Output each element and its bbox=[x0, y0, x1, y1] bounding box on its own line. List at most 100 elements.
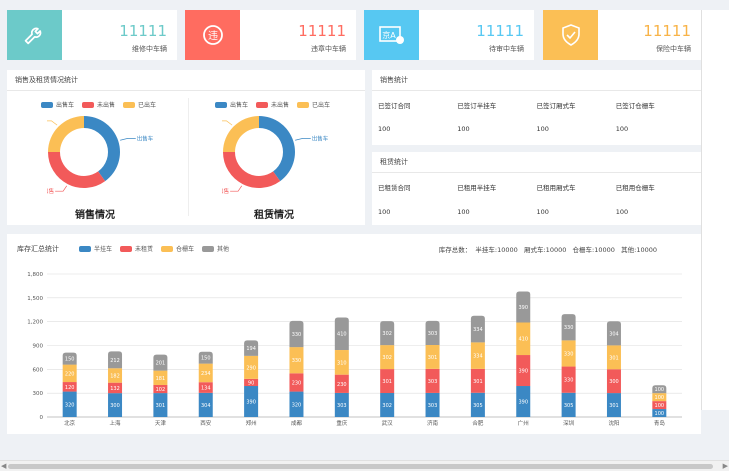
legend-item[interactable]: 出售车 bbox=[215, 100, 248, 109]
donut-slice[interactable] bbox=[223, 152, 281, 188]
bar-segment[interactable] bbox=[425, 368, 440, 393]
wrench-icon bbox=[24, 27, 41, 45]
inventory-panel: 库存汇总统计 半挂车 未租赁 仓栅车 其他 库存总数： 半挂车:10000 厢式… bbox=[7, 234, 701, 434]
legend-item[interactable]: 未出售 bbox=[256, 100, 289, 109]
stat-label: 待审中车辆 bbox=[489, 45, 524, 53]
bar-segment[interactable] bbox=[606, 345, 621, 370]
bar-segment[interactable] bbox=[380, 345, 395, 370]
donut-slice[interactable] bbox=[259, 116, 295, 182]
scroll-thumb[interactable] bbox=[8, 464, 713, 469]
bar-value-label: 320 bbox=[65, 402, 75, 408]
legend-item[interactable]: 半挂车 bbox=[79, 244, 112, 253]
bar-segment[interactable] bbox=[153, 354, 168, 371]
bar-segment[interactable] bbox=[244, 355, 259, 379]
divider bbox=[372, 90, 701, 91]
bar-segment[interactable] bbox=[470, 342, 485, 369]
bar-segment[interactable] bbox=[108, 368, 123, 383]
bar-segment[interactable] bbox=[380, 321, 395, 346]
legend-item[interactable]: 仓栅车 bbox=[161, 244, 194, 253]
bar-segment[interactable] bbox=[334, 374, 349, 393]
bar-segment[interactable] bbox=[652, 385, 667, 394]
bar-segment[interactable] bbox=[470, 368, 485, 393]
stat-card-maintenance[interactable]: 11111 维修中车辆 bbox=[7, 10, 177, 60]
legend-item[interactable]: 出售车 bbox=[41, 100, 74, 109]
bar-segment[interactable] bbox=[652, 409, 667, 417]
bar-segment[interactable] bbox=[425, 320, 440, 345]
svg-text:违: 违 bbox=[208, 30, 218, 42]
bar-segment[interactable] bbox=[198, 382, 213, 393]
side-panel-edge bbox=[701, 10, 729, 410]
stat-card-audit[interactable]: 京A 11111 待审中车辆 bbox=[364, 10, 534, 60]
bar-segment[interactable] bbox=[606, 369, 621, 394]
bar-segment[interactable] bbox=[652, 393, 667, 402]
bar-segment[interactable] bbox=[334, 350, 349, 375]
bar-segment[interactable] bbox=[289, 373, 304, 392]
bar-segment[interactable] bbox=[244, 378, 259, 387]
donut-slice[interactable] bbox=[223, 116, 259, 152]
donut-slice-label: 未出售 bbox=[222, 187, 229, 195]
sales-caption: 销售情况 bbox=[75, 210, 115, 221]
bar-segment[interactable] bbox=[108, 393, 123, 417]
bar-segment[interactable] bbox=[153, 384, 168, 394]
bar-segment[interactable] bbox=[561, 366, 576, 393]
bar-segment[interactable] bbox=[62, 391, 77, 417]
bar-segment[interactable] bbox=[62, 364, 77, 383]
bar-segment[interactable] bbox=[652, 401, 667, 410]
bar-segment[interactable] bbox=[334, 317, 349, 351]
donut-label-line bbox=[295, 138, 311, 141]
stat-card-violation[interactable]: 违 11111 违章中车辆 bbox=[185, 10, 356, 60]
donut-slice[interactable] bbox=[48, 152, 106, 188]
table-row: 100 100 100 100 bbox=[378, 208, 629, 216]
scroll-right-icon[interactable]: ▶ bbox=[722, 462, 728, 470]
bar-value-label: 150 bbox=[65, 357, 75, 363]
bar-value-label: 310 bbox=[337, 360, 347, 366]
bar-segment[interactable] bbox=[561, 392, 576, 417]
bar-segment[interactable] bbox=[153, 393, 168, 417]
bar-segment[interactable] bbox=[198, 351, 213, 364]
bar-segment[interactable] bbox=[380, 393, 395, 417]
bar-segment[interactable] bbox=[516, 355, 531, 387]
bar-segment[interactable] bbox=[334, 392, 349, 417]
bar-segment[interactable] bbox=[516, 322, 531, 356]
bar-segment[interactable] bbox=[380, 369, 395, 394]
bar-segment[interactable] bbox=[62, 382, 77, 392]
bar-segment[interactable] bbox=[606, 321, 621, 346]
bar-segment[interactable] bbox=[470, 315, 485, 343]
bar-segment[interactable] bbox=[561, 314, 576, 341]
bar-segment[interactable] bbox=[425, 344, 440, 369]
bar-segment[interactable] bbox=[62, 352, 77, 365]
bar-segment[interactable] bbox=[198, 392, 213, 417]
stat-card-insurance[interactable]: 11111 保险中车辆 bbox=[543, 10, 701, 60]
scroll-left-icon[interactable]: ◀ bbox=[1, 462, 7, 470]
bar-value-label: 301 bbox=[382, 379, 392, 385]
bar-segment[interactable] bbox=[289, 320, 304, 348]
bar-segment[interactable] bbox=[289, 391, 304, 417]
legend-item[interactable]: 未出售 bbox=[82, 100, 115, 109]
bar-value-label: 330 bbox=[564, 325, 574, 331]
bar-segment[interactable] bbox=[606, 393, 621, 417]
horizontal-scrollbar[interactable]: ◀ ▶ bbox=[0, 460, 729, 471]
bar-segment[interactable] bbox=[244, 340, 259, 356]
donut-slice[interactable] bbox=[48, 116, 84, 152]
bar-segment[interactable] bbox=[516, 291, 531, 323]
legend-item[interactable]: 未租赁 bbox=[120, 244, 153, 253]
bar-segment[interactable] bbox=[289, 347, 304, 374]
bar-segment[interactable] bbox=[470, 392, 485, 417]
bar-value-label: 302 bbox=[382, 403, 392, 409]
x-tick-label: 西安 bbox=[200, 419, 212, 427]
bar-segment[interactable] bbox=[108, 351, 123, 369]
bar-segment[interactable] bbox=[516, 386, 531, 417]
legend-item[interactable]: 其他 bbox=[202, 244, 229, 253]
legend-item[interactable]: 已出车 bbox=[123, 100, 156, 109]
legend-item[interactable]: 已出车 bbox=[297, 100, 330, 109]
bar-segment[interactable] bbox=[561, 340, 576, 367]
bar-segment[interactable] bbox=[425, 392, 440, 417]
bar-value-label: 301 bbox=[609, 355, 619, 361]
bar-value-label: 304 bbox=[201, 403, 211, 409]
bar-segment[interactable] bbox=[153, 370, 168, 385]
x-tick-label: 深圳 bbox=[563, 419, 575, 427]
bar-segment[interactable] bbox=[198, 363, 213, 383]
bar-segment[interactable] bbox=[108, 382, 123, 394]
bar-segment[interactable] bbox=[244, 386, 259, 417]
donut-slice[interactable] bbox=[84, 116, 120, 182]
